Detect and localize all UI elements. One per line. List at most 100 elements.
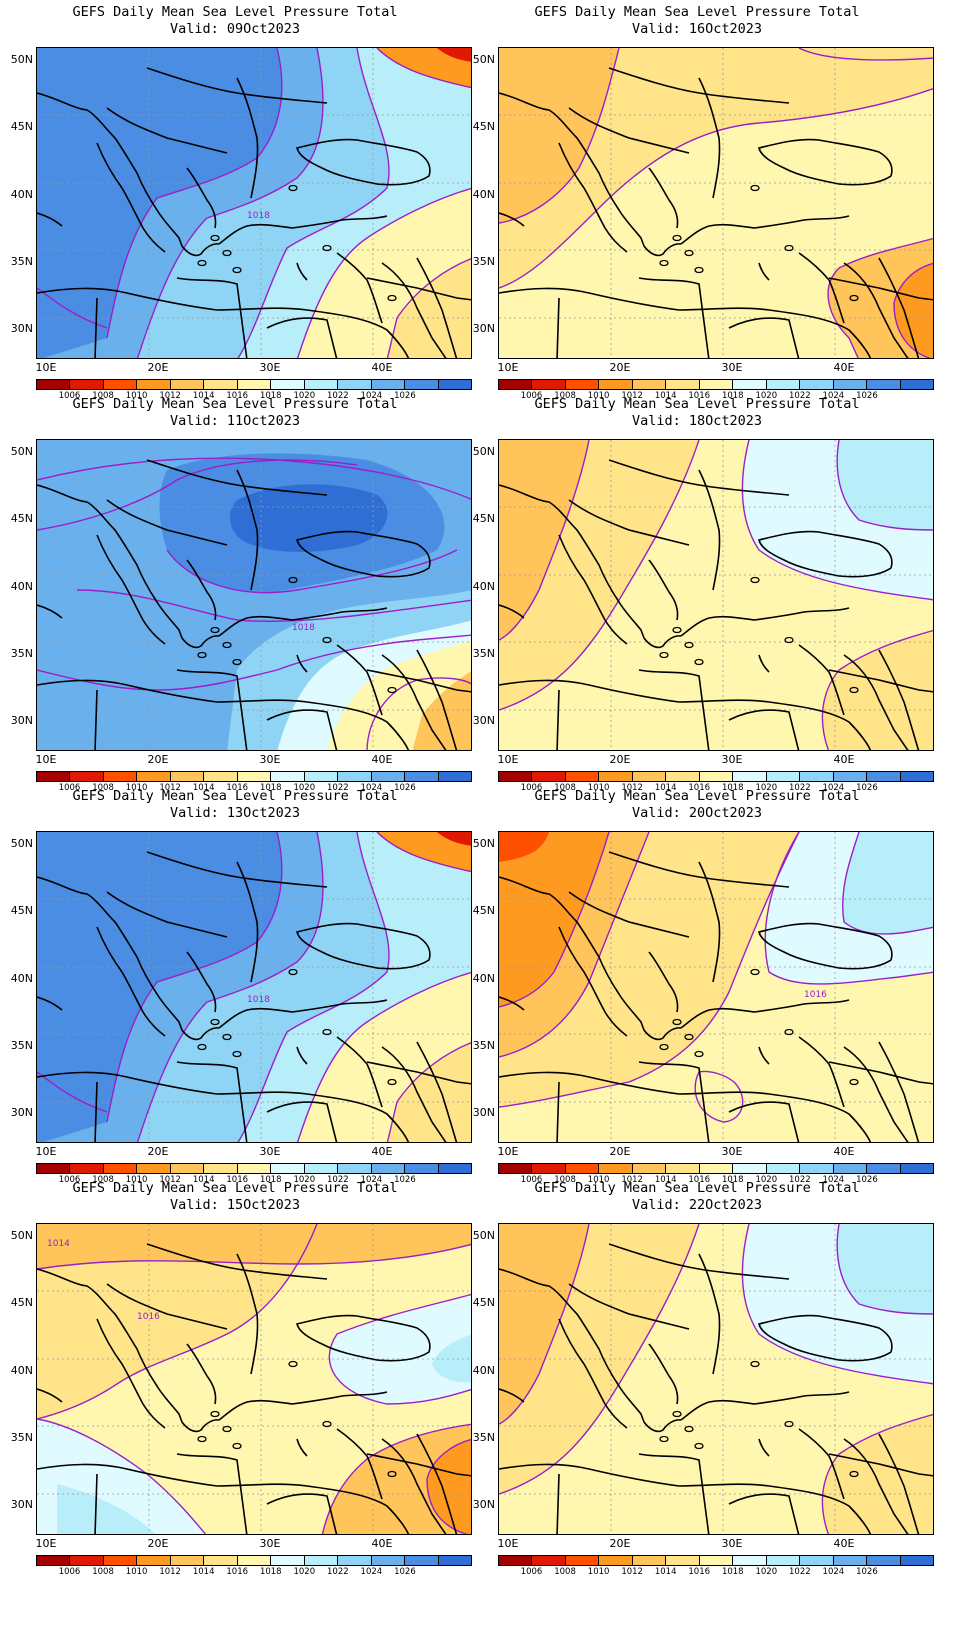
colorbar-swatch	[800, 1164, 834, 1173]
lat-tick-label: 30N	[472, 1106, 495, 1119]
coastline-border	[638, 669, 710, 750]
lon-tick-label: 30E	[721, 1145, 743, 1158]
coastline-border	[499, 484, 682, 649]
panel-valid-date: Valid: 18Oct2023	[631, 413, 763, 429]
lat-tick-label: 50N	[472, 445, 495, 458]
coastline-border	[798, 1428, 845, 1500]
pressure-fill	[499, 48, 619, 223]
colorbar-swatch	[733, 1164, 767, 1173]
island-outline	[694, 658, 704, 666]
coastline-border	[416, 257, 458, 358]
colorbar-label: 1006	[520, 1567, 543, 1577]
colorbar-label: 1020	[293, 391, 316, 401]
colorbar-label: 1016	[688, 1567, 711, 1577]
lat-tick-label: 45N	[472, 120, 495, 133]
panel-title: GEFS Daily Mean Sea Level Pressure Total	[72, 4, 398, 20]
lat-tick-label: 30N	[472, 1498, 495, 1511]
lat-tick-label: 30N	[472, 714, 495, 727]
isobar-line	[37, 1243, 471, 1270]
island-outline	[784, 1420, 794, 1428]
colorbar-label: 1006	[58, 783, 81, 793]
colorbar-swatch	[405, 380, 439, 389]
lat-tick-label: 45N	[472, 1296, 495, 1309]
colorbar-swatch	[800, 1556, 834, 1565]
coastline-border	[236, 1253, 259, 1375]
colorbar-label: 1014	[654, 783, 677, 793]
lat-tick-label: 45N	[472, 512, 495, 525]
colorbar-label: 1010	[125, 391, 148, 401]
colorbar-swatch	[666, 1164, 700, 1173]
colorbar-swatch	[867, 1556, 901, 1565]
isobar-line	[821, 629, 933, 750]
colorbar-label: 1018	[721, 1567, 744, 1577]
map-svg	[499, 1224, 933, 1534]
colorbar-swatch	[833, 1556, 868, 1565]
colorbar-label: 1016	[688, 1175, 711, 1185]
colorbar-label: 1020	[755, 1175, 778, 1185]
coastline-border	[878, 649, 920, 750]
lat-tick-label: 50N	[10, 53, 33, 66]
lon-tick-label: 10E	[497, 361, 519, 374]
colorbar-swatch	[204, 1556, 238, 1565]
colorbar-label: 1022	[327, 1567, 349, 1577]
map-svg: 1018	[37, 440, 471, 750]
colorbar-swatch	[304, 1164, 339, 1173]
lat-tick-label: 35N	[472, 1431, 495, 1444]
coastline-border	[798, 644, 845, 716]
island-outline	[210, 234, 220, 242]
island-outline	[849, 1470, 859, 1478]
coastline-border	[94, 1081, 98, 1142]
colorbar-label: 1014	[192, 1567, 215, 1577]
colorbar-label: 1012	[621, 391, 643, 401]
coastline-border	[218, 607, 388, 637]
coastline-border	[146, 1243, 328, 1280]
coastline-border	[828, 1061, 933, 1085]
coastline-border	[37, 996, 63, 1011]
coastline-border	[176, 1453, 248, 1534]
map-svg: 1016	[499, 832, 933, 1142]
pressure-fill	[37, 48, 282, 358]
coastline-border	[336, 252, 383, 324]
coastline-border	[236, 77, 259, 199]
pressure-map	[498, 47, 934, 359]
colorbar-swatch	[733, 380, 767, 389]
colorbar-label: 1018	[259, 1567, 282, 1577]
coastline-border	[236, 469, 259, 591]
coastline-border	[608, 67, 790, 104]
pressure-fill	[499, 440, 589, 640]
map-panel: GEFS Daily Mean Sea Level Pressure Total…	[0, 784, 472, 1185]
colorbar-swatch	[565, 380, 600, 389]
colorbar-swatch	[338, 1164, 372, 1173]
colorbar-swatch	[532, 380, 566, 389]
coastline-border	[558, 142, 628, 253]
colorbar-swatch	[766, 380, 801, 389]
colorbar-label: 1016	[688, 391, 711, 401]
lon-tick-label: 30E	[721, 1537, 743, 1550]
coastline-border	[106, 499, 228, 546]
colorbar-label: 1012	[159, 391, 181, 401]
colorbar-swatch	[371, 1164, 406, 1173]
lat-tick-label: 40N	[10, 580, 33, 593]
map-panel: GEFS Daily Mean Sea Level Pressure Total…	[462, 392, 934, 793]
colorbar-swatch	[103, 1164, 138, 1173]
pressure-fill	[230, 484, 388, 552]
colorbar-swatch	[304, 772, 339, 781]
coastline-border	[648, 951, 679, 1013]
map-svg	[499, 48, 933, 358]
lon-tick-label: 30E	[259, 1537, 281, 1550]
island-outline	[672, 626, 682, 634]
island-outline	[684, 641, 694, 649]
lon-tick-label: 10E	[35, 361, 57, 374]
colorbar-swatch	[599, 772, 633, 781]
pressure-fill	[499, 48, 933, 288]
pressure-fill	[499, 832, 549, 862]
colorbar-label: 1018	[259, 391, 282, 401]
island-outline	[672, 234, 682, 242]
colorbar-swatch	[37, 380, 71, 389]
island-outline	[694, 1442, 704, 1450]
island-outline	[750, 184, 760, 192]
colorbar-swatch	[438, 1164, 472, 1173]
coastline-border	[698, 77, 721, 199]
isobar-line	[741, 440, 933, 601]
colorbar-label: 1024	[822, 1567, 845, 1577]
